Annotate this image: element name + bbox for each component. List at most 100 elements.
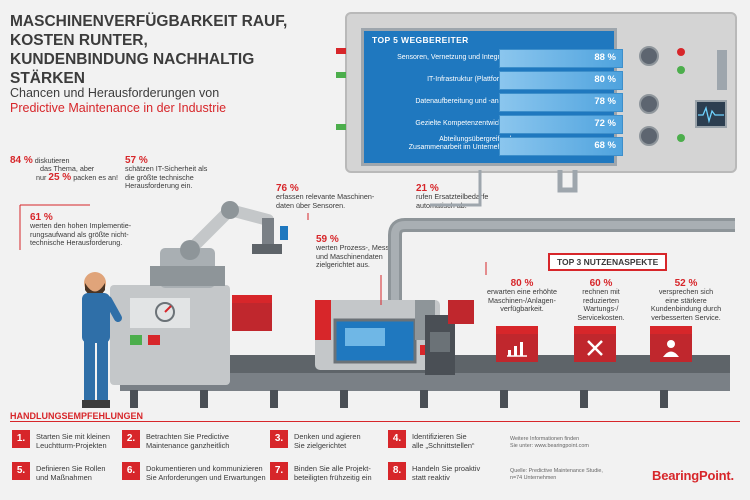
- nutzen-1-pct: 80 %: [510, 278, 534, 289]
- nutzen-3-line1: versprechen sich: [658, 287, 714, 297]
- nutzen-title: TOP 3 NUTZENASPEKTE: [548, 253, 668, 271]
- action-4-line2: alle „Schnittstellen“: [412, 441, 475, 450]
- nutzen-1-line1: erwarten eine erhöhte: [487, 287, 557, 297]
- action-5-line2: und Maßnahmen: [36, 473, 92, 482]
- action-1-line2: Leuchtturm-Projekten: [36, 441, 107, 450]
- top5-gauge-4: 72 %: [499, 115, 623, 134]
- actions-title: HANDLUNGSEMPFEHLUNGEN: [10, 411, 144, 421]
- stat-21-pct: 21 %: [416, 183, 439, 194]
- stat-61: 61 % werten den hohen Implementie- rungs…: [30, 212, 160, 248]
- action-8-number: 8.: [388, 462, 406, 480]
- footer-info: Weitere Informationen finden Sie unter: …: [510, 436, 630, 450]
- action-2-line1: Betrachten Sie Predictive: [146, 432, 229, 441]
- person-icon: [663, 340, 679, 357]
- led-green-icon: [677, 66, 685, 74]
- action-1-number: 1.: [12, 430, 30, 448]
- action-7-line2: beteiligten frühzeitig ein: [294, 473, 372, 482]
- footer-source-line1: Quelle: Predictive Maintenance Studie,: [510, 468, 603, 474]
- nutzen-item-3: 52 % versprechen sich eine stärkere Kund…: [642, 278, 730, 322]
- action-3-number: 3.: [270, 430, 288, 448]
- top5-title: TOP 5 WEGBEREITER: [372, 35, 469, 45]
- action-5: Definieren Sie Rollen und Maßnahmen: [36, 464, 146, 482]
- stat-76-line1: erfassen relevante Maschinen-: [276, 192, 375, 202]
- action-3-line2: Sie zielgerichtet: [294, 441, 347, 450]
- connector-icon: [336, 124, 346, 130]
- stat-57-line1: schätzen IT-Sicherheit als: [125, 164, 208, 174]
- title-line-1: MASCHINENVERFÜGBARKEIT RAUF,: [10, 13, 288, 30]
- chart-icon: [507, 342, 527, 357]
- stat-57-line3: Herausforderung ein.: [125, 181, 193, 191]
- top5-value-2: 80 %: [594, 74, 616, 85]
- stat-59-line2: und Maschinendaten: [316, 251, 383, 261]
- nutzen-item-2: 60 % rechnen mit reduzierten Wartungs-/ …: [566, 278, 636, 322]
- action-5-number: 5.: [12, 462, 30, 480]
- bearingpoint-logo: BearingPoint.: [652, 468, 734, 483]
- nutzen-1-line2: Maschinen-/Anlagen-: [488, 295, 556, 305]
- action-7: Binden Sie alle Projekt-beteiligten früh…: [294, 464, 404, 482]
- top5-gauge-1: 88 %: [499, 49, 623, 68]
- nutzen-1-line3: verfügbarkeit.: [500, 304, 544, 314]
- subtitle: Chancen und Herausforderungen von Predic…: [10, 86, 310, 116]
- stat-59: 59 % werten Prozess-, Mess- und Maschine…: [316, 234, 406, 270]
- footer-info-line1: Weitere Informationen finden: [510, 436, 580, 442]
- action-4-number: 4.: [388, 430, 406, 448]
- action-7-line1: Binden Sie alle Projekt-: [294, 464, 371, 473]
- nutzen-2-line4: Servicekosten.: [577, 312, 625, 322]
- subtitle-highlight: Predictive Maintenance in der Industrie: [10, 101, 227, 115]
- nutzen-3-pct: 52 %: [674, 278, 698, 289]
- stat-84-text3: nur: [36, 172, 47, 182]
- action-1-line1: Starten Sie mit kleinen: [36, 432, 110, 441]
- action-8: Handeln Sie proaktiv statt reaktiv: [412, 464, 522, 482]
- top5-gauge-2: 80 %: [499, 71, 623, 90]
- tools-icon: [587, 340, 603, 356]
- footer-info-line2: Sie unter: www.bearingpoint.com: [510, 443, 589, 449]
- page-title: MASCHINENVERFÜGBARKEIT RAUF, KOSTEN RUNT…: [10, 12, 310, 88]
- top5-value-4: 72 %: [594, 118, 616, 129]
- action-4: Identifizieren Sie alle „Schnittstellen“: [412, 432, 522, 450]
- nutzen-2-line3: Wartungs-/: [583, 304, 619, 314]
- top5-gauge-3: 78 %: [499, 93, 623, 112]
- action-6-number: 6.: [122, 462, 140, 480]
- stat-76: 76 % erfassen relevante Maschinen- daten…: [276, 183, 391, 210]
- knob-icon: [639, 126, 659, 146]
- top5-label-5: Abteilungsübergreifende Zusammenarbeit i…: [367, 134, 515, 153]
- top5-value-3: 78 %: [594, 96, 616, 107]
- action-2-number: 2.: [122, 430, 140, 448]
- top5-label-5-line2: Zusammenarbeit im Unternehmen: [408, 144, 515, 151]
- stat-57-line2: die größte technische: [125, 172, 194, 182]
- action-8-line2: statt reaktiv: [412, 473, 450, 482]
- action-2-line2: Maintenance ganzheitlich: [146, 441, 230, 450]
- stat-76-pct: 76 %: [276, 183, 299, 194]
- control-slot: [717, 50, 727, 90]
- nutzen-3-line4: verbesserten Service.: [651, 312, 721, 322]
- knob-icon: [639, 94, 659, 114]
- stat-61-pct: 61 %: [30, 212, 53, 223]
- action-4-line1: Identifizieren Sie: [412, 432, 467, 441]
- oscilloscope-icon: [695, 100, 727, 128]
- action-5-line1: Definieren Sie Rollen: [36, 464, 106, 473]
- nutzen-3-line3: Kundenbindung durch: [650, 304, 722, 314]
- top5-value-5: 68 %: [594, 140, 616, 151]
- top5-gauge-5: 68 %: [499, 137, 623, 156]
- action-3-line1: Denken und agieren: [294, 432, 361, 441]
- nutzen-2-pct: 60 %: [589, 278, 613, 289]
- stat-84-text1: diskutieren: [34, 156, 70, 165]
- action-8-line1: Handeln Sie proaktiv: [412, 464, 481, 473]
- led-green-icon: [677, 134, 685, 142]
- action-7-number: 7.: [270, 462, 288, 480]
- stat-57-pct: 57 %: [125, 155, 148, 166]
- action-6: Dokumentieren und kommunizieren Sie Anfor…: [146, 464, 271, 482]
- stat-61-line2: rungsaufwand als größte nicht-: [30, 229, 129, 239]
- stat-57: 57 % schätzen IT-Sicherheit als die größ…: [125, 155, 240, 191]
- title-line-3: KUNDENBINDUNG NACHHALTIG STÄRKEN: [10, 51, 255, 87]
- top5-label-2: IT-Infrastruktur (Plattformen): [427, 76, 515, 83]
- stat-61-line3: technische Herausforderung.: [30, 238, 123, 248]
- nutzen-3-line2: eine stärkere: [665, 295, 707, 305]
- action-6-line2: Sie Anforderungen und Erwartungen: [146, 473, 266, 482]
- stat-84-pct: 84 %: [10, 155, 33, 166]
- title-line-2: KOSTEN RUNTER,: [10, 32, 148, 49]
- connector-icon: [336, 72, 346, 78]
- stat-61-line1: werten den hohen Implementie-: [30, 221, 132, 231]
- nutzen-item-1: 80 % erwarten eine erhöhte Maschinen-/An…: [482, 278, 562, 314]
- led-red-icon: [677, 48, 685, 56]
